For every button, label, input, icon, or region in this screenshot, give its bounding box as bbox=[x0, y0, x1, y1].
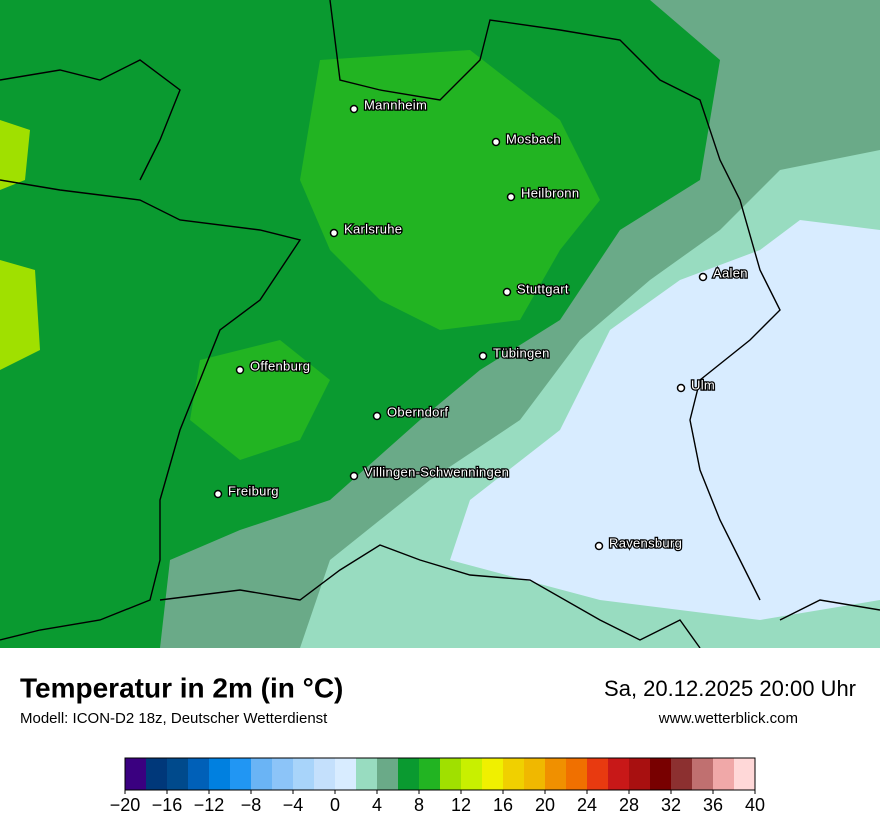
border-line bbox=[329, 0, 781, 601]
colorbar: −20 −16 −12 −8 −4 0 4 8 12 16 20 24 28 32 36 40 bbox=[110, 757, 765, 815]
colorbar-segment bbox=[356, 758, 378, 790]
warm-area bbox=[0, 120, 40, 370]
colorbar-segment bbox=[482, 758, 504, 790]
colorbar-segment bbox=[335, 758, 357, 790]
colorbar-tick-label: 4 bbox=[372, 795, 382, 815]
city-label: Ulm bbox=[691, 377, 715, 392]
city: Ravensburg bbox=[594, 534, 683, 552]
colorbar-tick-label: 16 bbox=[493, 795, 513, 815]
border-line bbox=[159, 544, 701, 649]
colorbar-segment bbox=[545, 758, 567, 790]
colorbar-tick-label: −12 bbox=[194, 795, 225, 815]
city-markers: Mannheim Mosbach Heilbronn Karlsruhe Aal… bbox=[213, 96, 749, 552]
city: Villingen-Schwenningen bbox=[349, 463, 510, 481]
colorbar-segment bbox=[398, 758, 420, 790]
border-line bbox=[0, 59, 181, 181]
city: Mosbach bbox=[491, 130, 562, 148]
colorbar-segment bbox=[419, 758, 441, 790]
footer-panel bbox=[0, 648, 880, 830]
colorbar-tick-label: −4 bbox=[283, 795, 304, 815]
city: Freiburg bbox=[213, 482, 280, 500]
colorbar-tick-label: 32 bbox=[661, 795, 681, 815]
city-label: Ravensburg bbox=[609, 535, 682, 550]
colorbar-segment bbox=[188, 758, 210, 790]
colorbar-segment bbox=[503, 758, 525, 790]
colorbar-tick-label: 40 bbox=[745, 795, 765, 815]
colorbar-segment bbox=[377, 758, 399, 790]
city: Karlsruhe bbox=[329, 220, 403, 238]
city: Aalen bbox=[698, 264, 749, 282]
colorbar-tick-label: 24 bbox=[577, 795, 597, 815]
datetime: Sa, 20.12.2025 20:00 Uhr bbox=[604, 676, 856, 701]
colorbar-segment bbox=[671, 758, 693, 790]
colorbar-segment bbox=[608, 758, 630, 790]
colorbar-segment bbox=[314, 758, 336, 790]
warm-area bbox=[190, 340, 330, 460]
colorbar-tick-label: 0 bbox=[330, 795, 340, 815]
city: Ulm bbox=[676, 376, 716, 394]
colorbar-segment bbox=[251, 758, 273, 790]
title: Temperatur in 2m (in °C) bbox=[20, 672, 343, 703]
coldest-area bbox=[450, 220, 880, 620]
colorbar-segment bbox=[230, 758, 252, 790]
city: Offenburg bbox=[235, 357, 311, 375]
colorbar-tick-label: 12 bbox=[451, 795, 471, 815]
colorbar-tick-label: −16 bbox=[152, 795, 183, 815]
city: Mannheim bbox=[349, 96, 428, 114]
colorbar-segment bbox=[146, 758, 168, 790]
city-label: Karlsruhe bbox=[344, 221, 402, 236]
city-label: Stuttgart bbox=[517, 281, 569, 296]
colorbar-segment bbox=[167, 758, 189, 790]
colorbar-segment bbox=[713, 758, 735, 790]
warm-area bbox=[300, 50, 600, 330]
colorbar-segment bbox=[629, 758, 651, 790]
city: Stuttgart bbox=[502, 280, 570, 298]
city: Oberndorf bbox=[372, 403, 449, 421]
colorbar-segment bbox=[566, 758, 588, 790]
border-line bbox=[0, 179, 302, 641]
colorbar-segment bbox=[692, 758, 714, 790]
colorbar-segment bbox=[587, 758, 609, 790]
website: www.wetterblick.com bbox=[658, 710, 798, 727]
colorbar-frame bbox=[124, 757, 756, 791]
colorbar-tick-label: 28 bbox=[619, 795, 639, 815]
city-label: Aalen bbox=[713, 265, 748, 280]
colorbar-segment bbox=[524, 758, 546, 790]
colorbar-segment bbox=[734, 758, 756, 790]
city-label: Tübingen bbox=[493, 345, 550, 360]
city-label: Mannheim bbox=[364, 97, 427, 112]
city-label: Oberndorf bbox=[387, 404, 448, 419]
colorbar-tick-label: 36 bbox=[703, 795, 723, 815]
colorbar-segment bbox=[461, 758, 483, 790]
city-label: Offenburg bbox=[250, 358, 310, 373]
city-label: Heilbronn bbox=[521, 185, 579, 200]
colorbar-segment bbox=[650, 758, 672, 790]
map bbox=[0, 0, 880, 649]
colorbar-tick-label: −20 bbox=[110, 795, 141, 815]
colorbar-segment bbox=[209, 758, 231, 790]
colorbar-segment bbox=[293, 758, 315, 790]
city-label: Villingen-Schwenningen bbox=[364, 464, 509, 479]
subtitle: Modell: ICON-D2 18z, Deutscher Wetterdie… bbox=[20, 710, 328, 727]
colorbar-segment bbox=[440, 758, 462, 790]
colorbar-segment bbox=[272, 758, 294, 790]
city-label: Mosbach bbox=[506, 131, 561, 146]
border-line bbox=[779, 599, 880, 621]
city: Heilbronn bbox=[506, 184, 580, 202]
colorbar-tick-label: 8 bbox=[414, 795, 424, 815]
city: Tübingen bbox=[478, 344, 551, 362]
city-label: Freiburg bbox=[228, 483, 279, 498]
colorbar-tick-label: −8 bbox=[241, 795, 262, 815]
colorbar-segment bbox=[125, 758, 147, 790]
colorbar-tick-label: 20 bbox=[535, 795, 555, 815]
